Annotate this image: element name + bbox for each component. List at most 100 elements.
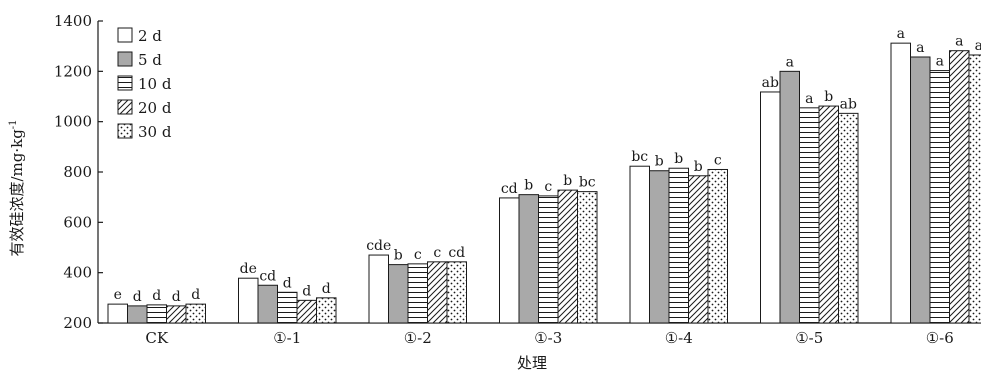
- x-tick-label: ①-1: [273, 329, 301, 347]
- x-tick-label: ①-6: [926, 329, 954, 347]
- bar: [446, 261, 467, 324]
- significance-letter: e: [114, 287, 122, 303]
- significance-letter: d: [133, 289, 142, 305]
- bar: [368, 254, 389, 324]
- bar: [629, 165, 650, 324]
- bar: [799, 107, 820, 324]
- bar: [185, 303, 206, 324]
- bar: [779, 70, 800, 324]
- y-tick-label: 400: [63, 264, 92, 282]
- bar: [838, 112, 859, 324]
- significance-letter: cde: [366, 238, 391, 254]
- significance-letter: cd: [501, 181, 518, 197]
- significance-letter: d: [283, 275, 292, 291]
- bar: [127, 305, 148, 324]
- legend-swatch: [117, 123, 133, 139]
- y-tick-label: 1400: [54, 12, 92, 30]
- significance-letter: d: [191, 287, 200, 303]
- significance-letter: d: [322, 281, 331, 297]
- significance-letter: de: [240, 261, 257, 277]
- bar: [818, 105, 839, 324]
- bar: [577, 191, 598, 324]
- bar: [238, 277, 259, 324]
- significance-letter: b: [655, 154, 664, 170]
- bars: [107, 42, 981, 324]
- bar: [949, 50, 970, 324]
- significance-letter: b: [824, 89, 833, 105]
- significance-letter: a: [975, 38, 981, 54]
- y-axis-title-superscript: -1: [8, 119, 19, 129]
- legend: 2 d 5 d 10 d 20 d 30 d: [117, 27, 172, 141]
- significance-letter: a: [916, 40, 924, 56]
- y-tick-label: 200: [63, 314, 92, 332]
- significance-letter: c: [433, 245, 441, 261]
- svg-text:有效硅浓度/mg·kg-1: 有效硅浓度/mg·kg-1: [8, 119, 26, 256]
- significance-letter: ab: [762, 75, 779, 91]
- x-tick-label: ①-5: [795, 329, 823, 347]
- legend-label: 10 d: [138, 75, 172, 93]
- bar: [257, 284, 278, 324]
- significance-letter: cd: [259, 268, 276, 284]
- y-tick-label: 800: [63, 163, 92, 181]
- significance-letter: c: [414, 247, 422, 263]
- legend-label: 5 d: [138, 51, 162, 69]
- significance-letter: b: [394, 248, 403, 264]
- significance-letter: a: [955, 34, 963, 50]
- legend-label: 20 d: [138, 99, 172, 117]
- bar: [166, 305, 187, 324]
- legend-label: 2 d: [138, 27, 162, 45]
- bar: [407, 263, 428, 324]
- legend-swatch: [117, 51, 133, 67]
- significance-letter: cd: [448, 245, 465, 261]
- legend-label: 30 d: [138, 123, 172, 141]
- bar: [296, 299, 317, 324]
- bar: [929, 70, 950, 324]
- x-tick-label: CK: [145, 329, 168, 347]
- significance-letter: b: [524, 178, 533, 194]
- legend-swatch: [117, 99, 133, 115]
- legend-swatch: [117, 75, 133, 91]
- y-axis: 200 400 600 800 1000 1200 1400: [54, 12, 103, 332]
- significance-letter: b: [563, 173, 572, 189]
- bar: [427, 261, 448, 324]
- bar: [538, 195, 559, 324]
- bar: [388, 264, 409, 324]
- bar: [277, 291, 298, 324]
- significance-letter: b: [674, 151, 683, 167]
- x-tick-label: ①-3: [534, 329, 562, 347]
- significance-letter: bc: [631, 149, 648, 165]
- x-tick-label: ①-2: [404, 329, 432, 347]
- bar: [668, 167, 689, 324]
- significance-letter: a: [936, 54, 944, 70]
- bar: [760, 91, 781, 324]
- y-axis-title-text: 有效硅浓度/mg·kg: [8, 129, 26, 257]
- bar: [557, 189, 578, 324]
- significance-letter: a: [786, 54, 794, 70]
- significance-letter: c: [714, 152, 722, 168]
- x-axis: CK ①-1 ①-2 ①-3 ①-4 ①-5 ①-6: [98, 322, 981, 347]
- significance-letter: a: [897, 26, 905, 42]
- x-tick-label: ①-4: [665, 329, 693, 347]
- x-axis-title: 处理: [517, 354, 547, 372]
- y-tick-label: 1200: [54, 62, 92, 80]
- bar: [499, 197, 520, 324]
- significance-letter: bc: [579, 175, 596, 191]
- bar: [968, 54, 981, 324]
- bar: [107, 303, 128, 324]
- bar: [910, 56, 931, 324]
- bar: [518, 194, 539, 324]
- significance-letter: d: [302, 283, 311, 299]
- significance-letter: b: [694, 159, 703, 175]
- y-axis-title: 有效硅浓度/mg·kg-1: [8, 119, 26, 256]
- bar: [316, 297, 337, 324]
- bar: [890, 42, 911, 324]
- significance-letter: d: [172, 289, 181, 305]
- legend-swatch: [117, 27, 133, 43]
- bar: [649, 170, 670, 324]
- significance-letter: a: [805, 91, 813, 107]
- y-tick-label: 600: [63, 213, 92, 231]
- significance-letter: c: [544, 179, 552, 195]
- y-tick-label: 1000: [54, 113, 92, 131]
